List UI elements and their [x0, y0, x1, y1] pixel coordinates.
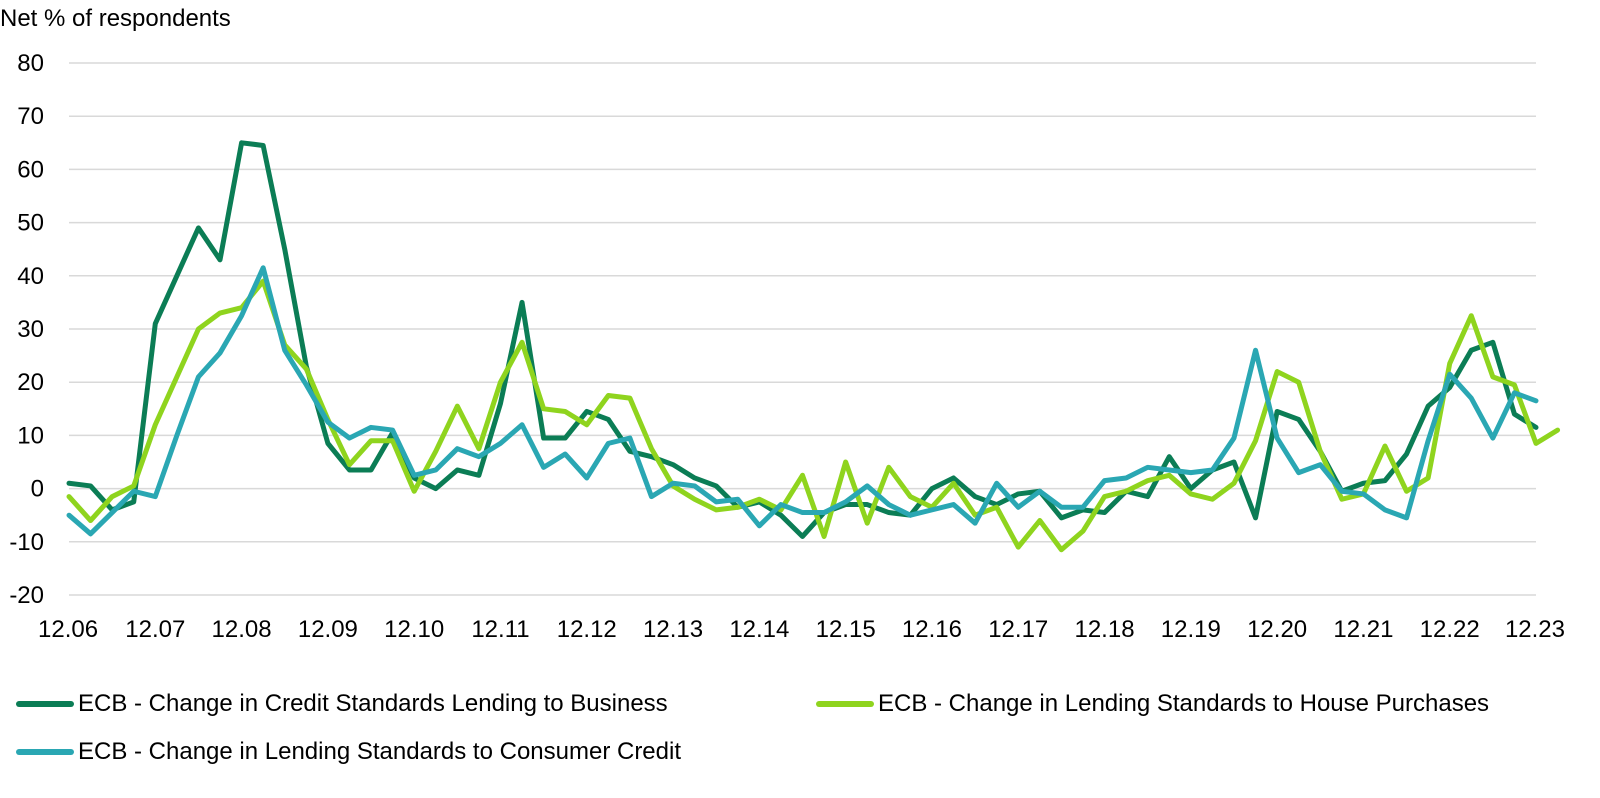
x-tick-label: 12.12: [557, 616, 617, 643]
legend-item-consumer-credit: ECB - Change in Lending Standards to Con…: [16, 738, 681, 766]
x-tick-label: 12.14: [729, 616, 789, 643]
legend-label-house-purchases: ECB - Change in Lending Standards to Hou…: [878, 690, 1490, 717]
x-tick-label: 12.09: [298, 616, 358, 643]
y-tick-label: 10: [17, 422, 44, 449]
y-tick-label: 50: [17, 210, 44, 237]
y-tick-label: 30: [17, 316, 44, 343]
y-tick-label: -10: [9, 529, 44, 556]
x-tick-label: 12.08: [212, 616, 272, 643]
series-line-house-purchases: [66, 278, 1561, 553]
y-tick-label: 0: [31, 476, 44, 503]
line-chart: Net % of respondents -20 -10 0 10 20 30 40 50 60…: [0, 5, 1565, 643]
x-tick-label: 12.16: [902, 616, 962, 643]
x-tick-label: 12.23: [1505, 616, 1565, 643]
series-lines: [66, 140, 1561, 553]
x-tick-label: 12.06: [38, 616, 98, 643]
x-tick-label: 12.07: [125, 616, 185, 643]
y-tick-label: 20: [17, 369, 44, 396]
y-tick-label: 80: [17, 50, 44, 77]
x-tick-label: 12.17: [988, 616, 1048, 643]
x-tick-label: 12.22: [1420, 616, 1480, 643]
y-tick-label: 40: [17, 263, 44, 290]
x-tick-label: 12.21: [1333, 616, 1393, 643]
legend-swatch-business: [16, 701, 74, 707]
legend-item-house-purchases: ECB - Change in Lending Standards to Hou…: [816, 690, 1489, 718]
y-tick-label: -20: [9, 582, 44, 609]
x-tick-label: 12.13: [643, 616, 703, 643]
series-line-consumer-credit: [66, 265, 1539, 537]
x-tick-label: 12.20: [1247, 616, 1307, 643]
gridlines: [69, 62, 1536, 596]
x-tick-label: 12.15: [816, 616, 876, 643]
y-tick-labels: -20 -10 0 10 20 30 40 50 60 70 80: [9, 50, 44, 609]
legend-item-business: ECB - Change in Credit Standards Lending…: [16, 690, 668, 718]
x-tick-label: 12.10: [384, 616, 444, 643]
x-tick-labels: 12.06 12.07 12.08 12.09 12.10 12.11 12.12 12.13…: [38, 616, 1565, 643]
legend-swatch-house-purchases: [816, 701, 874, 707]
x-tick-label: 12.18: [1074, 616, 1134, 643]
y-tick-label: 60: [17, 156, 44, 183]
x-tick-label: 12.19: [1161, 616, 1221, 643]
legend-label-consumer-credit: ECB - Change in Lending Standards to Con…: [78, 738, 681, 765]
y-tick-label: 70: [17, 103, 44, 130]
legend-label-business: ECB - Change in Credit Standards Lending…: [78, 690, 668, 717]
legend-swatch-consumer-credit: [16, 749, 74, 755]
y-axis-label: Net % of respondents: [0, 5, 231, 32]
x-tick-label: 12.11: [471, 616, 529, 643]
